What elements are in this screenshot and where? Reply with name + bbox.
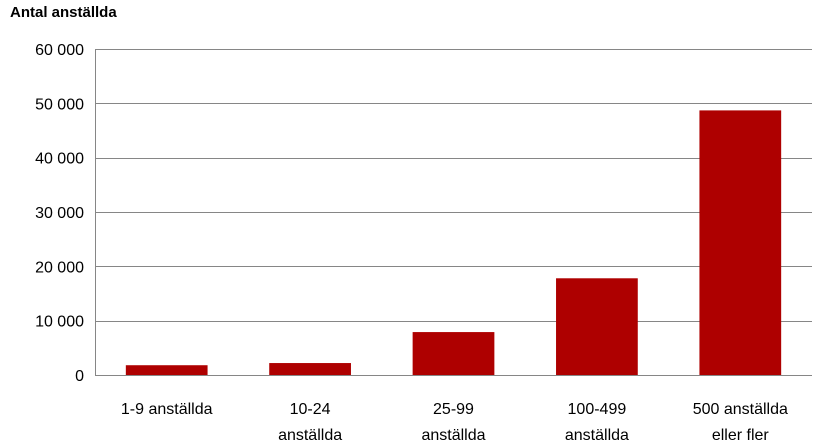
bars <box>125 110 782 375</box>
y-tick-label: 40 000 <box>35 151 84 168</box>
x-tick-label: 500 anställda eller fler <box>693 401 788 444</box>
y-tick-label: 50 000 <box>35 96 84 113</box>
bar <box>412 332 495 375</box>
y-tick-label: 20 000 <box>35 259 84 276</box>
x-axis-tick-labels: 1-9 anställda 10-24 anställda 25-99 anställd… <box>121 401 788 444</box>
x-tick-label: 10-24 anställda <box>278 401 342 444</box>
gridlines <box>95 49 812 376</box>
bar <box>269 363 351 375</box>
y-axis-tick-labels: 0 10 000 20 000 30 000 40 000 50 000 60 000 <box>35 42 84 385</box>
y-tick-label: 60 000 <box>35 42 84 59</box>
x-tick-label: 100-499 anställda <box>565 401 629 444</box>
bar <box>699 110 782 375</box>
bar <box>125 365 208 375</box>
x-tick-label: 1-9 anställda <box>121 401 213 418</box>
bar <box>556 278 638 375</box>
y-tick-label: 30 000 <box>35 205 84 222</box>
chart-title: Antal anställda <box>10 4 117 21</box>
y-tick-label: 10 000 <box>35 314 84 331</box>
x-tick-label: 25-99 anställda <box>421 401 485 444</box>
y-tick-label: 0 <box>75 368 84 385</box>
